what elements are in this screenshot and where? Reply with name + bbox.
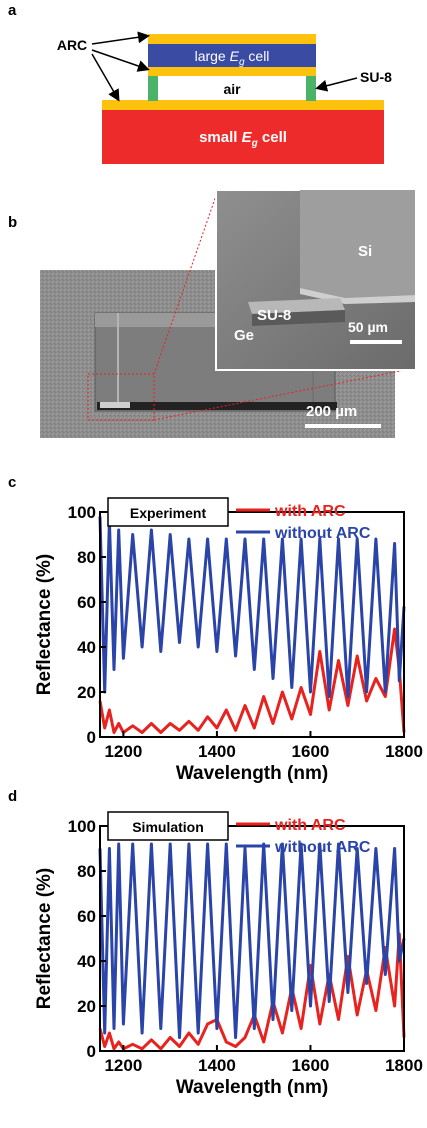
- arc-arrow-mid: [91, 49, 150, 72]
- x-tick-label: 1400: [198, 742, 236, 761]
- panel-letter-d: d: [8, 788, 18, 805]
- su8-spacer-right: [306, 76, 316, 101]
- x-tick-label: 1800: [385, 1056, 423, 1075]
- y-tick-label: 80: [77, 548, 96, 567]
- inset-ge-label: Ge: [234, 327, 254, 344]
- x-tick-label: 1800: [385, 742, 423, 761]
- series-line-0: [98, 627, 406, 734]
- inset-su8-label: SU-8: [257, 307, 291, 324]
- series-line-0: [98, 932, 406, 1051]
- series-line-1: [98, 516, 406, 698]
- su8-arrow: [315, 77, 358, 92]
- large-cell-block: [148, 43, 316, 67]
- arc-arrow-bottom: [91, 53, 120, 102]
- y-axis-label: Reflectance (%): [34, 868, 55, 1010]
- inset-su8-front: [252, 310, 345, 326]
- chart-simulation: 0 20 40 60 80 100 1200 1400 1600 1800 Wavelength (…: [34, 811, 423, 1098]
- inset-scale-bar: [350, 340, 402, 344]
- y-tick-label: 100: [68, 817, 96, 836]
- box-label-frame: [107, 811, 229, 841]
- x-axis-label: Wavelength (nm): [176, 1077, 328, 1098]
- air-label: air: [223, 81, 241, 97]
- zoom-line-top: [153, 190, 219, 375]
- main-scale-label: 200 µm: [306, 403, 357, 420]
- y-tick-label: 0: [87, 1042, 96, 1061]
- x-tick-label: 1600: [292, 742, 330, 761]
- y-tick-label: 0: [87, 728, 96, 747]
- panel-b-sem-image: Si SU-8 Ge 50 µm 200 µm: [40, 190, 417, 438]
- inset-scale-label: 50 µm: [348, 319, 388, 335]
- y-tick-label: 60: [77, 907, 96, 926]
- y-tick-label: 20: [77, 683, 96, 702]
- box-label-frame: [107, 497, 229, 527]
- x-tick-label: 1200: [104, 1056, 142, 1075]
- su8-spacer-left: [148, 76, 158, 101]
- legend-label-1: without ARC: [274, 525, 371, 542]
- series-line-1: [98, 842, 406, 1039]
- chart-experiment: 0 20 40 60 80 100 1200 1400 1600 1800 Wavelength (…: [34, 497, 423, 784]
- box-label: Experiment: [130, 505, 207, 521]
- inset-su8-block: [248, 298, 345, 314]
- arc-arrow-top: [91, 31, 150, 45]
- panel-letter-c: c: [8, 474, 17, 491]
- inset-si-label: Si: [358, 243, 372, 260]
- sem-su8-pad: [100, 402, 130, 408]
- y-tick-label: 20: [77, 997, 96, 1016]
- zoom-line-bottom: [153, 367, 416, 421]
- arc-top-layer: [148, 34, 316, 44]
- panel-a-schematic: large Eg cell air small Eg cell ARC SU-8: [57, 31, 392, 164]
- legend-label-0: with ARC: [274, 817, 346, 834]
- plot-frame: [99, 511, 405, 738]
- arc-mid-layer: [148, 66, 316, 76]
- y-tick-label: 100: [68, 503, 96, 522]
- plot-frame: [99, 825, 405, 1052]
- y-tick-label: 60: [77, 593, 96, 612]
- sem-chip-shadow: [97, 402, 337, 410]
- y-tick-label: 80: [77, 862, 96, 881]
- main-scale-bar: [305, 424, 381, 428]
- box-label: Simulation: [132, 819, 204, 835]
- arc-bottom-layer: [102, 100, 384, 110]
- legend-label-1: without ARC: [274, 839, 371, 856]
- x-axis-label: Wavelength (nm): [176, 763, 328, 784]
- x-tick-label: 1200: [104, 742, 142, 761]
- y-tick-label: 40: [77, 952, 96, 971]
- x-tick-label: 1400: [198, 1056, 236, 1075]
- panel-letter-b: b: [8, 214, 18, 231]
- su8-label: SU-8: [360, 69, 392, 85]
- zoom-box: [87, 373, 155, 421]
- legend-label-0: with ARC: [274, 503, 346, 520]
- small-cell-block: [102, 108, 384, 164]
- large-cell-label: large Eg cell: [195, 48, 270, 68]
- y-axis-label: Reflectance (%): [34, 554, 55, 696]
- small-cell-label: small Eg cell: [199, 129, 287, 149]
- arc-label: ARC: [57, 37, 87, 53]
- y-tick-label: 40: [77, 638, 96, 657]
- panel-letter-a: a: [8, 2, 17, 19]
- inset-si-block: [300, 190, 415, 298]
- x-tick-label: 1600: [292, 1056, 330, 1075]
